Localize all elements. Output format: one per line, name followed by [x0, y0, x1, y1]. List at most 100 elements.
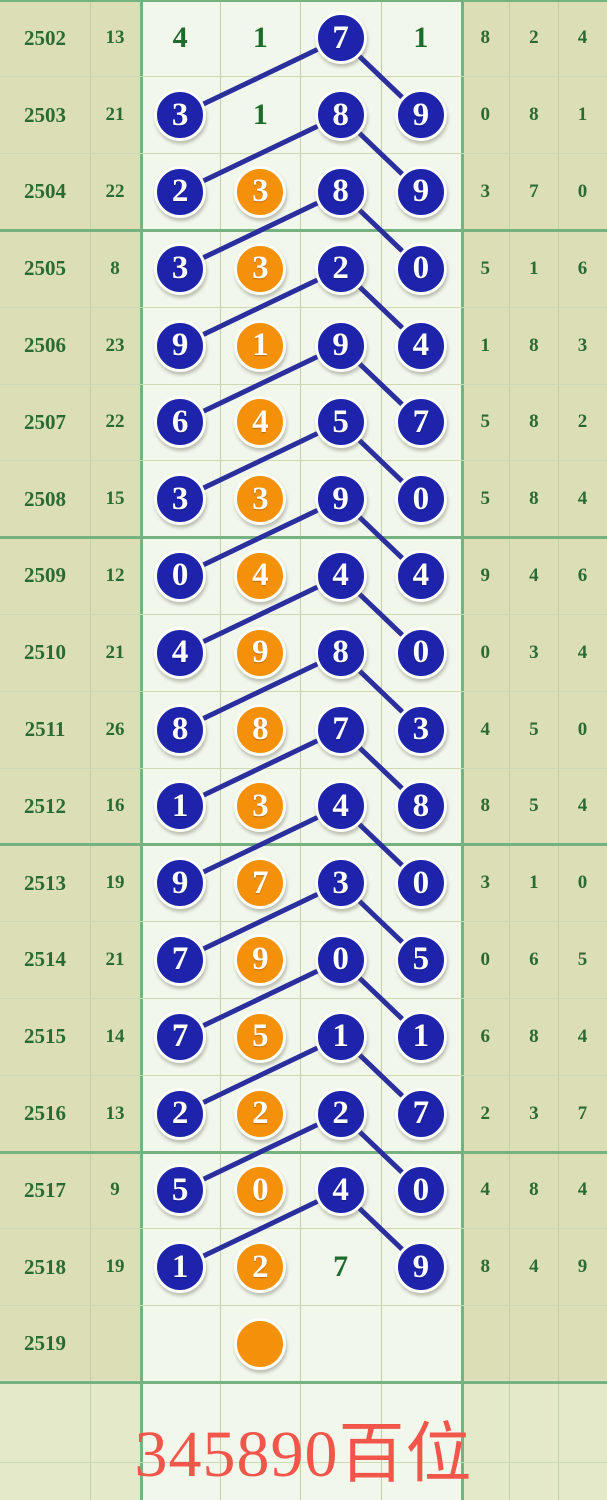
blue-ball[interactable]: 5 [154, 1164, 207, 1217]
number-cell[interactable]: 0 [220, 1152, 300, 1229]
blue-ball[interactable]: 2 [154, 165, 207, 218]
blue-ball[interactable]: 0 [394, 242, 447, 295]
number-cell[interactable]: 5 [301, 384, 381, 461]
number-cell[interactable]: 2 [220, 1075, 300, 1152]
blue-ball[interactable]: 9 [154, 857, 207, 910]
blue-ball[interactable]: 3 [154, 473, 207, 526]
number-cell[interactable]: 5 [381, 922, 461, 999]
number-cell[interactable]: 7 [301, 0, 381, 77]
number-cell[interactable]: 3 [220, 461, 300, 538]
number-cell[interactable]: 8 [140, 691, 220, 768]
blue-ball[interactable]: 7 [394, 396, 447, 449]
number-cell[interactable]: 3 [381, 691, 461, 768]
number-cell[interactable]: 4 [220, 384, 300, 461]
orange-ball[interactable]: 4 [234, 396, 287, 449]
number-cell[interactable]: 1 [381, 998, 461, 1075]
number-cell[interactable]: 0 [140, 538, 220, 615]
number-cell[interactable]: 7 [381, 384, 461, 461]
blue-ball[interactable]: 0 [394, 473, 447, 526]
table-row[interactable]: 2517 9 5 0 4 0 4 8 4 [0, 1152, 607, 1229]
blue-ball[interactable]: 8 [314, 89, 367, 142]
number-cell[interactable]: 9 [301, 307, 381, 384]
blue-ball[interactable]: 7 [154, 933, 207, 986]
blue-ball[interactable]: 5 [394, 933, 447, 986]
blue-ball[interactable]: 1 [314, 1010, 367, 1063]
number-cell[interactable]: 4 [140, 0, 220, 77]
number-cell[interactable]: 9 [140, 307, 220, 384]
blue-ball[interactable]: 2 [314, 1087, 367, 1140]
number-cell[interactable]: 0 [301, 922, 381, 999]
number-cell[interactable]: 9 [301, 461, 381, 538]
blue-ball[interactable]: 1 [394, 1010, 447, 1063]
table-row[interactable]: 2505 8 3 3 2 0 5 1 6 [0, 230, 607, 307]
number-cell[interactable]: 5 [220, 998, 300, 1075]
orange-ball[interactable]: 2 [234, 1241, 287, 1294]
blue-ball[interactable]: 0 [394, 626, 447, 679]
number-cell[interactable]: 9 [140, 845, 220, 922]
number-cell[interactable]: 2 [301, 1075, 381, 1152]
number-cell[interactable]: 4 [381, 307, 461, 384]
number-cell[interactable]: 7 [301, 691, 381, 768]
blue-ball[interactable]: 9 [394, 1241, 447, 1294]
blue-ball[interactable]: 0 [314, 933, 367, 986]
blue-ball[interactable]: 3 [314, 857, 367, 910]
number-cell[interactable]: 7 [381, 1075, 461, 1152]
number-cell[interactable]: 9 [381, 77, 461, 154]
number-cell[interactable]: 8 [301, 614, 381, 691]
table-row[interactable]: 2516 13 2 2 2 7 2 3 7 [0, 1075, 607, 1152]
number-cell[interactable]: 1 [301, 998, 381, 1075]
number-cell[interactable]: 3 [220, 768, 300, 845]
blue-ball[interactable]: 8 [314, 626, 367, 679]
number-cell[interactable]: 1 [220, 0, 300, 77]
orange-ball[interactable]: 3 [234, 242, 287, 295]
blue-ball[interactable]: 7 [154, 1010, 207, 1063]
number-cell[interactable]: 1 [220, 77, 300, 154]
blue-ball[interactable]: 3 [154, 89, 207, 142]
table-row[interactable]: 2509 12 0 4 4 4 9 4 6 [0, 538, 607, 615]
blue-ball[interactable]: 3 [394, 703, 447, 756]
orange-ball[interactable] [234, 1317, 287, 1370]
blue-ball[interactable]: 4 [314, 780, 367, 833]
number-cell[interactable]: 4 [301, 538, 381, 615]
number-cell[interactable]: 3 [301, 845, 381, 922]
number-cell[interactable]: 2 [301, 230, 381, 307]
number-cell[interactable]: 0 [381, 230, 461, 307]
orange-ball[interactable]: 5 [234, 1010, 287, 1063]
blue-ball[interactable]: 9 [314, 473, 367, 526]
blue-ball[interactable]: 8 [154, 703, 207, 756]
blue-ball[interactable]: 0 [394, 1164, 447, 1217]
blue-ball[interactable]: 8 [314, 165, 367, 218]
blue-ball[interactable]: 9 [394, 89, 447, 142]
number-cell[interactable]: 4 [220, 538, 300, 615]
blue-ball[interactable]: 4 [314, 1164, 367, 1217]
number-cell[interactable] [381, 1306, 461, 1383]
table-row[interactable]: 2512 16 1 3 4 8 8 5 4 [0, 768, 607, 845]
orange-ball[interactable]: 2 [234, 1087, 287, 1140]
blue-ball[interactable]: 8 [394, 780, 447, 833]
number-cell[interactable]: 7 [220, 845, 300, 922]
table-row[interactable]: 2513 19 9 7 3 0 3 1 0 [0, 845, 607, 922]
number-cell[interactable]: 1 [140, 1229, 220, 1306]
number-cell[interactable]: 4 [301, 768, 381, 845]
number-cell[interactable]: 0 [381, 614, 461, 691]
number-cell[interactable]: 9 [381, 154, 461, 231]
number-cell[interactable]: 2 [140, 1075, 220, 1152]
blue-ball[interactable]: 9 [154, 319, 207, 372]
number-cell[interactable]: 2 [140, 154, 220, 231]
table-row[interactable]: 2510 21 4 9 8 0 0 3 4 [0, 614, 607, 691]
blue-ball[interactable]: 7 [314, 703, 367, 756]
number-cell[interactable]: 9 [220, 922, 300, 999]
blue-ball[interactable]: 3 [154, 242, 207, 295]
number-cell[interactable]: 9 [381, 1229, 461, 1306]
number-cell[interactable]: 7 [140, 998, 220, 1075]
number-cell[interactable]: 8 [220, 691, 300, 768]
blue-ball[interactable]: 4 [154, 626, 207, 679]
number-cell[interactable]: 8 [301, 154, 381, 231]
blue-ball[interactable]: 7 [394, 1087, 447, 1140]
number-cell[interactable]: 8 [381, 768, 461, 845]
orange-ball[interactable]: 4 [234, 549, 287, 602]
number-cell[interactable]: 3 [220, 230, 300, 307]
table-row[interactable]: 2515 14 7 5 1 1 6 8 4 [0, 998, 607, 1075]
table-row[interactable]: 2506 23 9 1 9 4 1 8 3 [0, 307, 607, 384]
number-cell[interactable] [140, 1306, 220, 1383]
